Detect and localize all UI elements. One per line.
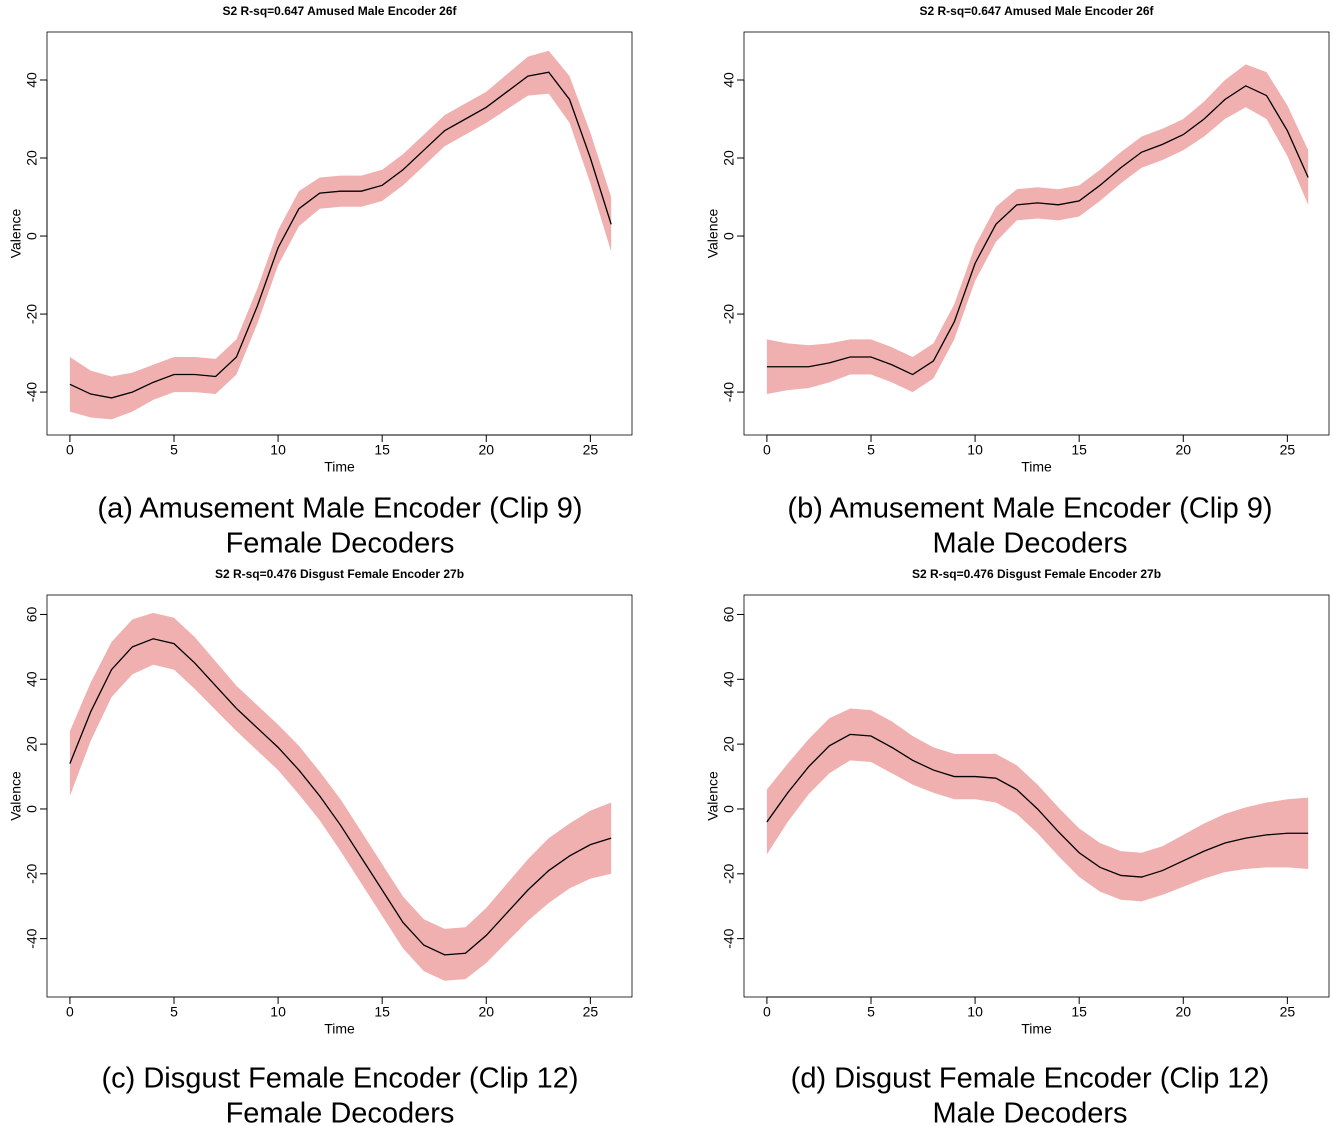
- fit-line: [69, 638, 612, 956]
- y-tick-label: 0: [24, 805, 40, 813]
- y-axis-label: Valence: [8, 771, 24, 821]
- x-tick-label: 5: [170, 442, 178, 458]
- y-tick-label: 60: [24, 606, 40, 622]
- y-tick-label: 20: [721, 736, 737, 752]
- y-tick-label: 20: [721, 150, 737, 166]
- x-tick-label: 15: [1071, 1004, 1087, 1020]
- x-tick-label: 5: [170, 1004, 178, 1020]
- x-tick-label: 0: [66, 1004, 74, 1020]
- y-tick-label: 40: [24, 671, 40, 687]
- y-tick-label: -20: [24, 863, 40, 883]
- chart-title: S2 R-sq=0.476 Disgust Female Encoder 27b: [215, 567, 464, 581]
- x-tick-label: 0: [66, 442, 74, 458]
- caption: (d) Disgust Female Encoder (Clip 12): [791, 1063, 1270, 1095]
- x-tick-label: 15: [1071, 442, 1087, 458]
- confidence-band: [766, 64, 1309, 395]
- y-tick-label: 0: [24, 232, 40, 240]
- x-tick-label: 25: [1280, 442, 1296, 458]
- x-axis-label: Time: [1021, 459, 1052, 475]
- x-tick-label: 0: [763, 442, 771, 458]
- x-tick-label: 10: [270, 1004, 286, 1020]
- fit-line: [766, 85, 1309, 376]
- caption: Male Decoders: [932, 528, 1127, 560]
- x-axis-label: Time: [324, 459, 355, 475]
- confidence-band: [69, 50, 612, 420]
- caption: Female Decoders: [226, 1098, 455, 1126]
- chart-title: S2 R-sq=0.647 Amused Male Encoder 26f: [920, 4, 1155, 18]
- chart-title: S2 R-sq=0.647 Amused Male Encoder 26f: [223, 4, 458, 18]
- x-axis-label: Time: [1021, 1021, 1052, 1037]
- x-tick-label: 25: [1280, 1004, 1296, 1020]
- caption: Female Decoders: [226, 528, 455, 560]
- y-tick-label: -20: [721, 863, 737, 883]
- x-tick-label: 10: [270, 442, 286, 458]
- x-tick-label: 5: [867, 1004, 875, 1020]
- fit-line: [69, 71, 612, 399]
- x-tick-label: 20: [478, 1004, 494, 1020]
- y-tick-label: 20: [24, 736, 40, 752]
- x-tick-label: 5: [867, 442, 875, 458]
- x-tick-label: 10: [967, 442, 983, 458]
- y-axis-label: Valence: [8, 209, 24, 259]
- y-tick-label: 60: [721, 606, 737, 622]
- y-tick-label: 0: [721, 232, 737, 240]
- caption: (c) Disgust Female Encoder (Clip 12): [101, 1063, 578, 1095]
- confidence-band: [766, 708, 1309, 902]
- chart-title: S2 R-sq=0.476 Disgust Female Encoder 27b: [912, 567, 1161, 581]
- fit-line: [766, 733, 1309, 878]
- y-tick-label: 40: [721, 72, 737, 88]
- y-tick-label: -40: [721, 382, 737, 402]
- x-tick-label: 10: [967, 1004, 983, 1020]
- x-tick-label: 20: [1175, 442, 1191, 458]
- x-tick-label: 15: [374, 442, 390, 458]
- caption: Male Decoders: [932, 1098, 1127, 1126]
- x-tick-label: 20: [1175, 1004, 1191, 1020]
- y-axis-label: Valence: [705, 771, 721, 821]
- y-tick-label: -40: [721, 928, 737, 948]
- y-tick-label: 20: [24, 150, 40, 166]
- y-tick-label: -40: [24, 382, 40, 402]
- x-tick-label: 15: [374, 1004, 390, 1020]
- y-tick-label: 40: [24, 72, 40, 88]
- x-tick-label: 25: [583, 1004, 599, 1020]
- confidence-band: [69, 612, 612, 981]
- x-tick-label: 0: [763, 1004, 771, 1020]
- y-tick-label: 40: [721, 671, 737, 687]
- y-tick-label: -20: [721, 304, 737, 324]
- x-tick-label: 25: [583, 442, 599, 458]
- y-axis-label: Valence: [705, 209, 721, 259]
- y-tick-label: -20: [24, 304, 40, 324]
- caption: (b) Amusement Male Encoder (Clip 9): [787, 493, 1272, 525]
- y-tick-label: 0: [721, 805, 737, 813]
- x-tick-label: 20: [478, 442, 494, 458]
- x-axis-label: Time: [324, 1021, 355, 1037]
- y-tick-label: -40: [24, 928, 40, 948]
- caption: (a) Amusement Male Encoder (Clip 9): [97, 493, 582, 525]
